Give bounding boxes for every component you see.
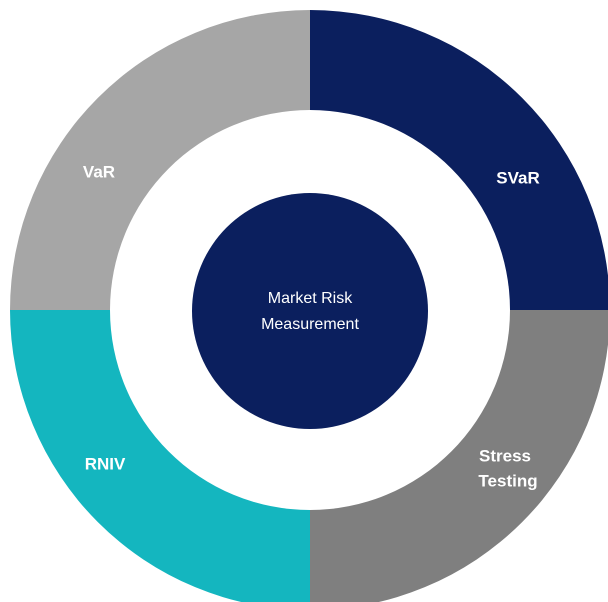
segment-label: Testing [478, 471, 537, 490]
segment-label: VaR [83, 162, 115, 181]
segment-svar [310, 10, 608, 310]
segment-label: SVaR [496, 168, 539, 187]
center-label: Measurement [261, 316, 359, 333]
segment-label: Stress [479, 446, 531, 465]
segment-label: RNIV [85, 454, 126, 473]
center-circle [192, 193, 428, 429]
center-label: Market Risk [268, 290, 353, 307]
segment-stress-testing [310, 310, 608, 602]
segment-rniv [10, 310, 310, 602]
segment-var [10, 10, 310, 310]
